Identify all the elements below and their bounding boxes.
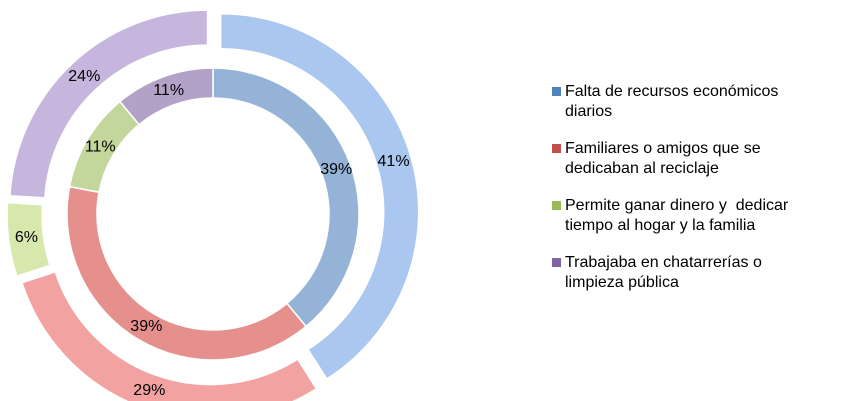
legend-swatch bbox=[552, 201, 561, 210]
data-label: 39% bbox=[130, 318, 162, 335]
legend-swatch bbox=[552, 258, 561, 267]
plot: 39% 39% 11% 11% 41% 29% 6% 24% bbox=[6, 9, 420, 401]
segment bbox=[212, 67, 360, 328]
legend-item: Familiares o amigos que se dedicaban al … bbox=[552, 139, 852, 179]
segment bbox=[66, 185, 308, 361]
segment bbox=[21, 270, 318, 401]
data-label: 11% bbox=[153, 82, 184, 99]
segment bbox=[9, 9, 209, 199]
segment bbox=[6, 201, 51, 278]
legend-label: Trabajaba en chatarrerías o limpieza púb… bbox=[565, 254, 767, 291]
legend-label: Familiares o amigos que se dedicaban al … bbox=[565, 140, 766, 177]
data-label: 39% bbox=[320, 161, 352, 178]
segment bbox=[219, 13, 420, 380]
legend: Falta de recursos económicos diarios Fami… bbox=[552, 82, 852, 310]
data-label: 11% bbox=[85, 139, 116, 156]
legend-swatch bbox=[552, 144, 561, 153]
legend-item: Permite ganar dinero y dedicar tiempo al… bbox=[552, 196, 852, 236]
legend-item: Trabajaba en chatarrerías o limpieza púb… bbox=[552, 253, 852, 293]
data-label: 24% bbox=[68, 68, 100, 85]
data-label: 29% bbox=[133, 382, 165, 399]
legend-swatch bbox=[552, 87, 561, 96]
legend-item: Falta de recursos económicos diarios bbox=[552, 82, 852, 122]
legend-label: Permite ganar dinero y dedicar tiempo al… bbox=[565, 197, 793, 234]
legend-label: Falta de recursos económicos diarios bbox=[565, 83, 783, 120]
segment bbox=[118, 67, 214, 126]
data-label: 6% bbox=[15, 229, 38, 246]
data-label: 41% bbox=[378, 153, 410, 170]
